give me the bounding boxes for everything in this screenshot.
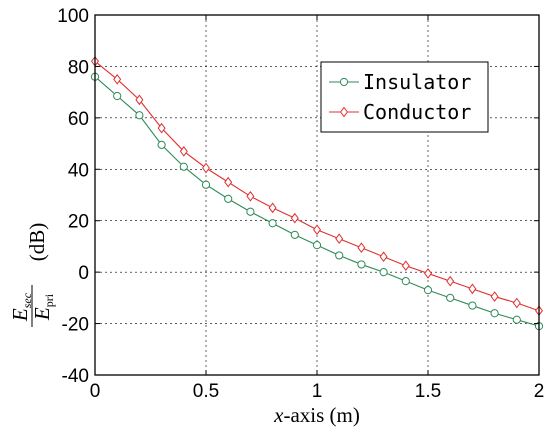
series-conductor — [91, 55, 543, 317]
y-axis-label-unit: (dB) — [25, 223, 49, 262]
data-point-conductor — [246, 190, 255, 202]
y-tick-label: 100 — [57, 6, 89, 27]
data-point-conductor — [335, 233, 344, 245]
tick-labels: 0 0.5 1 1.5 2 -40 -20 0 20 40 60 80 100 — [57, 6, 544, 402]
data-point-insulator — [290, 230, 299, 239]
data-point-insulator — [268, 219, 277, 228]
data-point-insulator — [357, 260, 366, 269]
x-tick-label: 2 — [534, 381, 545, 402]
data-point-conductor — [268, 202, 277, 214]
y-tick-label: 40 — [68, 160, 89, 181]
legend-marker-conductor — [340, 106, 348, 118]
x-axis-label: x-axis (m) — [273, 403, 360, 427]
data-point-insulator — [201, 180, 211, 189]
legend-label-insulator: Insulator — [363, 70, 471, 94]
data-point-insulator — [512, 315, 521, 324]
data-point-conductor — [224, 176, 233, 188]
x-tick-label: 0 — [90, 381, 101, 402]
data-point-insulator — [490, 309, 499, 318]
y-axis-label-numerator: Esec — [8, 292, 34, 322]
data-point-conductor — [379, 251, 388, 263]
data-point-insulator — [246, 207, 255, 216]
data-point-insulator — [224, 194, 233, 203]
data-point-insulator — [157, 140, 166, 149]
data-point-conductor — [401, 260, 410, 272]
y-tick-label: 80 — [68, 57, 89, 78]
data-point-insulator — [379, 268, 388, 277]
data-point-insulator — [113, 91, 122, 101]
y-tick-label: 0 — [78, 263, 89, 284]
data-point-insulator — [312, 241, 322, 250]
data-point-insulator — [423, 286, 433, 295]
data-point-conductor — [313, 224, 321, 236]
data-point-conductor — [357, 242, 366, 254]
legend-box — [320, 61, 489, 133]
legend-label-conductor: Conductor — [363, 100, 471, 124]
x-axis-label-rest: -axis (m) — [283, 403, 359, 427]
data-point-conductor — [446, 275, 455, 287]
series-insulator — [90, 72, 544, 331]
data-point-conductor — [135, 94, 144, 106]
y-axis-label: Esec Epri (dB) — [8, 223, 56, 327]
ticks — [94, 14, 540, 376]
legend: Insulator Conductor — [320, 61, 489, 133]
data-point-conductor — [113, 73, 122, 85]
x-tick-label: 0.5 — [193, 381, 219, 402]
data-point-insulator — [179, 162, 188, 171]
data-point-conductor — [424, 268, 432, 279]
legend-items: Insulator Conductor — [329, 70, 471, 124]
x-tick-label: 1.5 — [415, 381, 441, 402]
data-point-insulator — [446, 293, 455, 302]
data-point-conductor — [512, 297, 521, 309]
data-point-conductor — [290, 212, 299, 224]
series-layer — [90, 55, 544, 331]
x-tick-label: 1 — [312, 381, 323, 402]
x-axis-label-var: x — [273, 403, 284, 427]
data-point-conductor — [157, 122, 166, 134]
y-axis-label-denominator: Epri — [30, 293, 56, 321]
data-point-insulator — [335, 251, 344, 260]
data-point-conductor — [490, 291, 499, 302]
data-point-insulator — [135, 111, 144, 120]
data-point-conductor — [468, 283, 477, 295]
y-tick-label: -40 — [62, 366, 89, 387]
data-point-conductor — [202, 162, 210, 174]
y-tick-label: 60 — [68, 109, 89, 130]
data-point-insulator — [468, 301, 477, 310]
data-point-conductor — [179, 145, 188, 157]
y-tick-label: 20 — [68, 212, 89, 233]
y-tick-label: -20 — [62, 315, 89, 336]
legend-marker-insulator — [339, 77, 349, 87]
data-point-insulator — [401, 277, 410, 286]
